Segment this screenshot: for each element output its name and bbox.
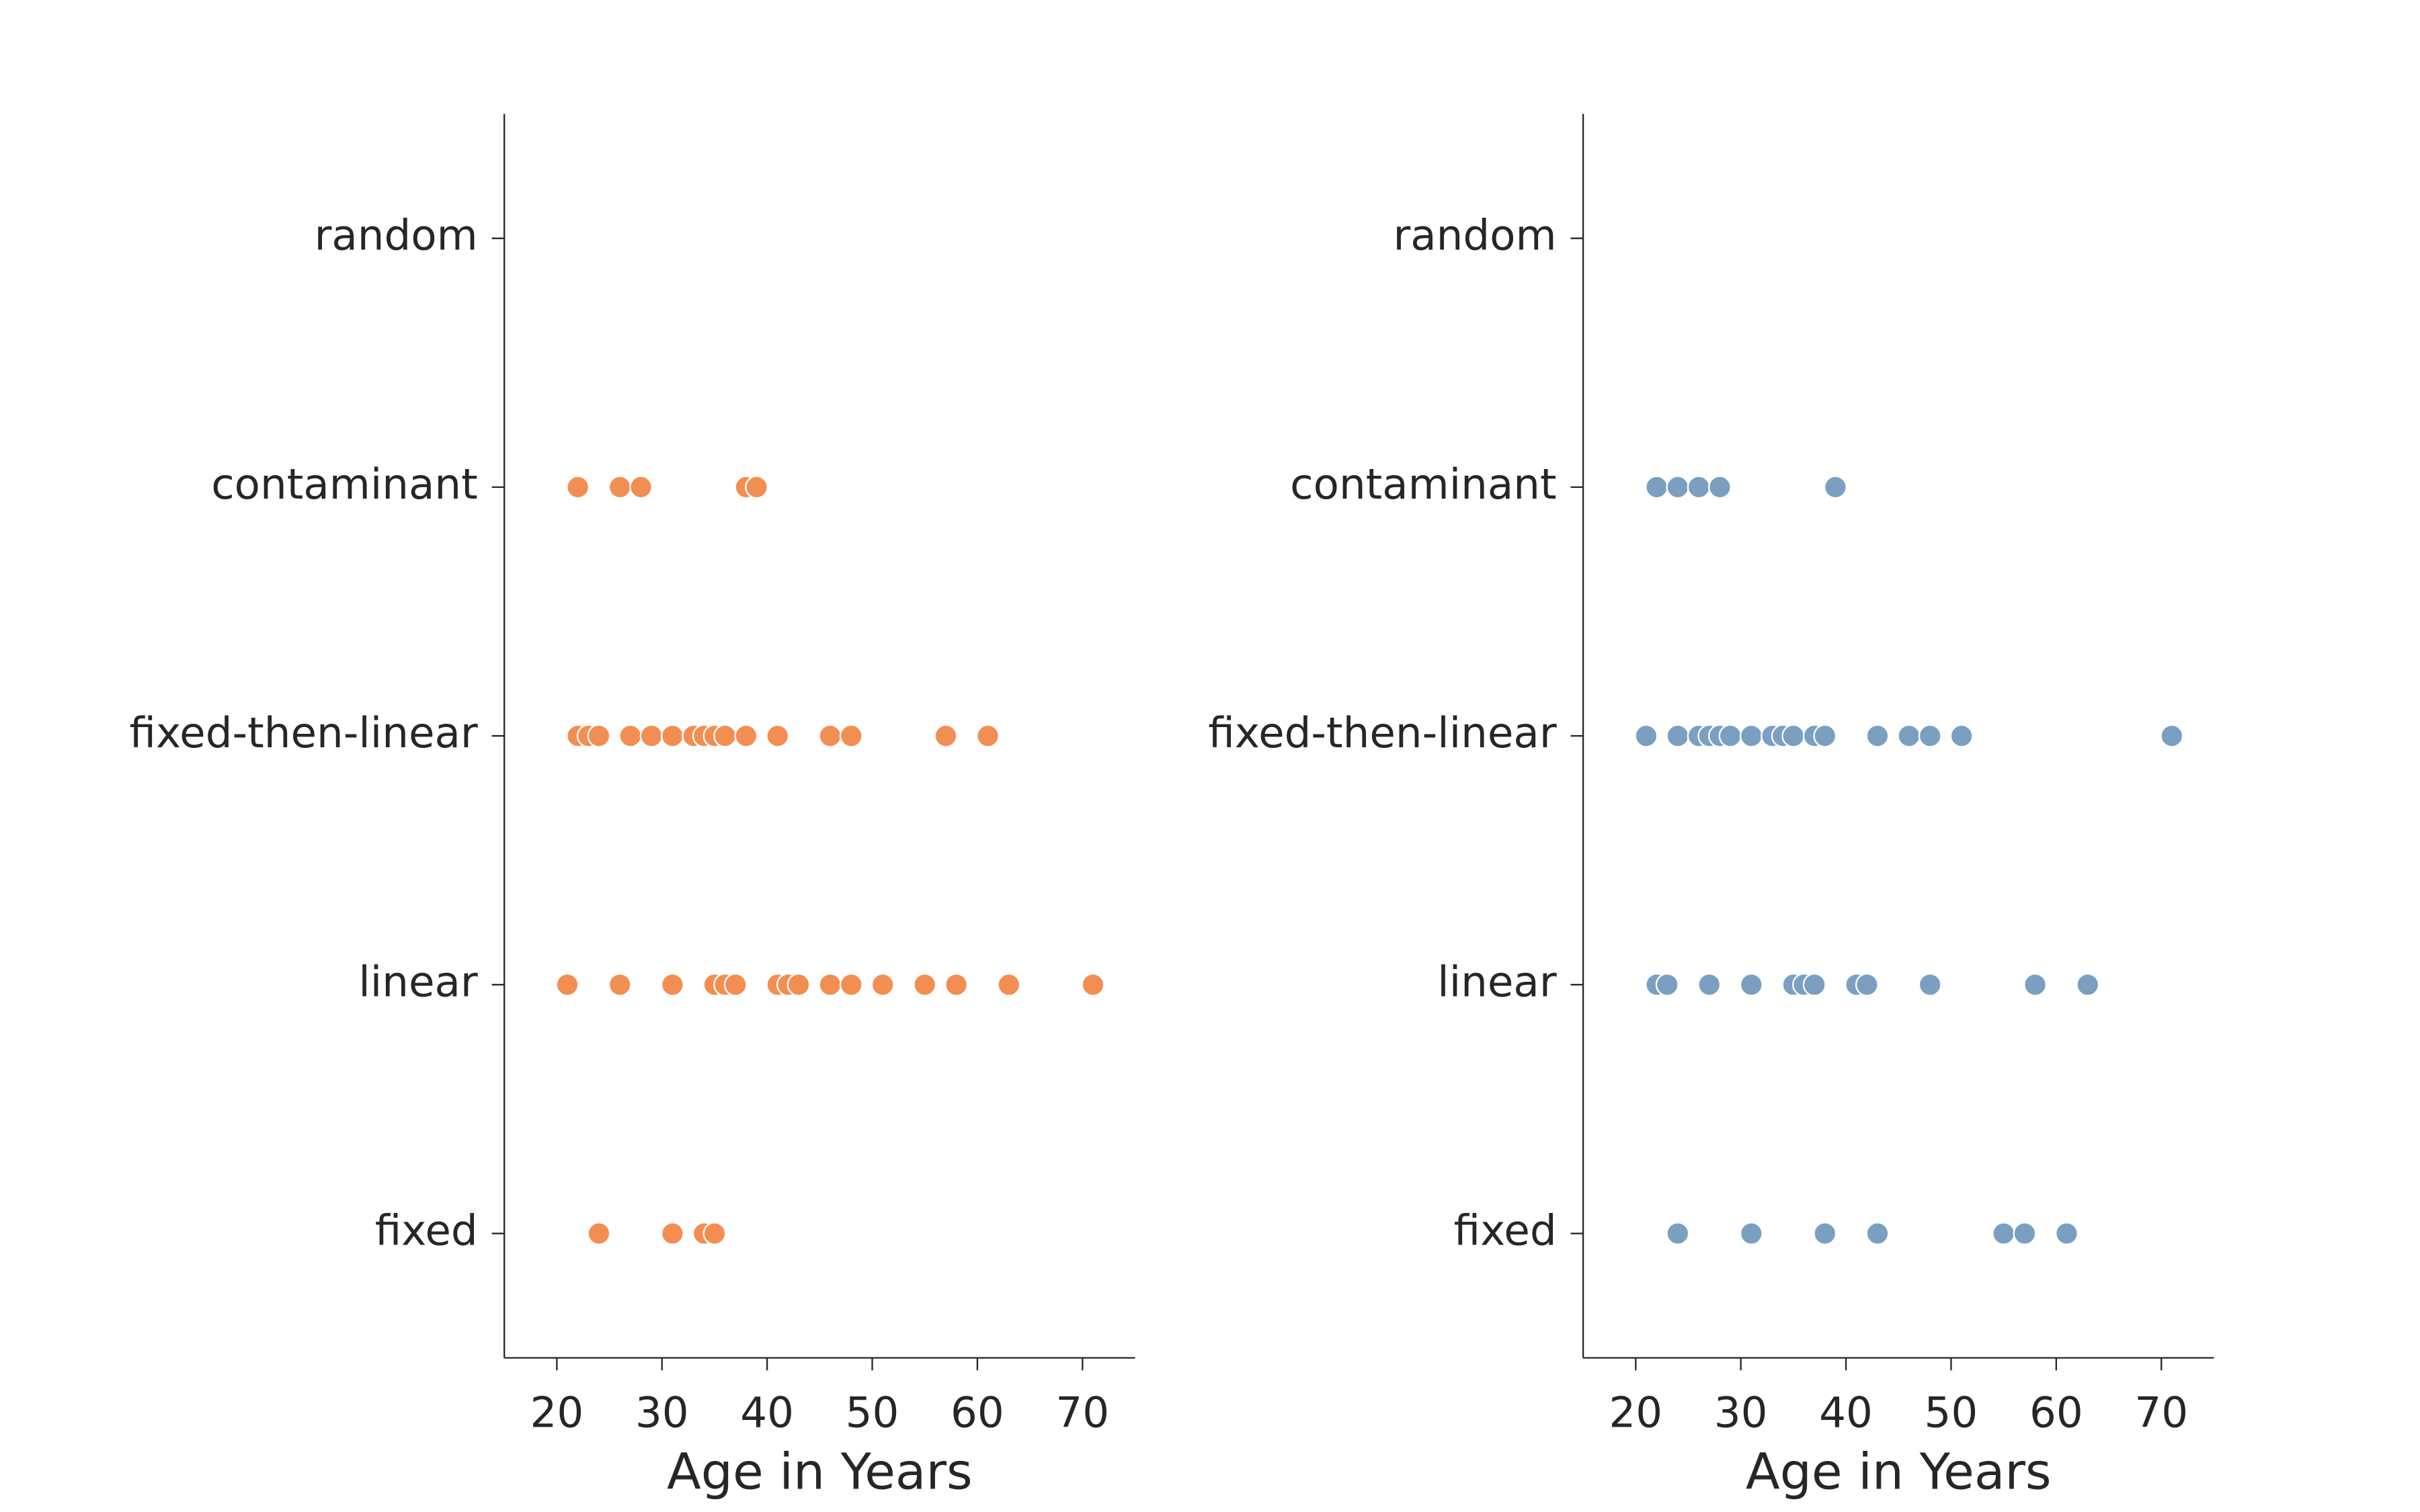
- x-tick-label: 50: [1925, 1388, 1978, 1437]
- point: [1865, 1222, 1890, 1245]
- point: [818, 972, 842, 997]
- point: [766, 724, 790, 748]
- y-tick-label: fixed: [1454, 1206, 1557, 1255]
- point: [1707, 475, 1732, 499]
- point: [2023, 972, 2047, 997]
- point: [1897, 724, 1921, 748]
- y-tick-label: contaminant: [211, 460, 477, 509]
- x-tick-label: 70: [2134, 1388, 2188, 1437]
- point: [1655, 972, 1679, 997]
- point: [587, 1222, 611, 1245]
- x-tick-label: 50: [846, 1388, 899, 1437]
- point: [660, 1222, 684, 1245]
- point: [608, 972, 632, 997]
- point: [1949, 724, 1974, 748]
- point: [976, 724, 1000, 748]
- point: [1992, 1222, 2016, 1245]
- point: [1666, 1222, 1690, 1245]
- point: [944, 972, 969, 997]
- point: [1081, 972, 1105, 997]
- y-tick-label: random: [1393, 211, 1556, 260]
- x-tick-label: 20: [1609, 1388, 1662, 1437]
- point: [1781, 724, 1806, 748]
- y-tick-label: fixed-then-linear: [130, 708, 478, 757]
- point: [1645, 475, 1668, 499]
- point: [1865, 724, 1890, 748]
- point: [787, 972, 811, 997]
- point: [1813, 724, 1837, 748]
- y-tick-label: linear: [1437, 957, 1557, 1006]
- point: [934, 724, 958, 748]
- point: [660, 972, 684, 997]
- point: [1855, 972, 1879, 997]
- point: [702, 1222, 727, 1245]
- x-tick-label: 30: [635, 1388, 689, 1437]
- x-tick-label: 40: [740, 1388, 794, 1437]
- point: [1918, 724, 1942, 748]
- point: [629, 475, 653, 499]
- y-tick-label: contaminant: [1290, 460, 1556, 509]
- x-tick-label: 30: [1714, 1388, 1768, 1437]
- point: [555, 972, 579, 997]
- point: [1739, 1222, 1763, 1245]
- point: [723, 972, 748, 997]
- point: [2013, 1222, 2037, 1245]
- point: [1666, 475, 1690, 499]
- point: [2055, 1222, 2079, 1245]
- point: [1634, 724, 1658, 748]
- point: [1824, 475, 1847, 499]
- point: [566, 475, 590, 499]
- point: [913, 972, 937, 997]
- point: [839, 724, 863, 748]
- point: [608, 475, 632, 499]
- y-tick-label: random: [315, 211, 478, 260]
- x-tick-label: 20: [530, 1388, 583, 1437]
- point: [1813, 1222, 1837, 1245]
- point: [1697, 972, 1722, 997]
- x-axis-label: Age in Years: [667, 1442, 973, 1501]
- point: [1918, 972, 1942, 997]
- x-tick-label: 60: [2029, 1388, 2083, 1437]
- point: [818, 724, 842, 748]
- x-axis-label: Age in Years: [1746, 1442, 2052, 1501]
- point: [1739, 972, 1763, 997]
- point: [618, 724, 643, 748]
- point: [1718, 724, 1742, 748]
- x-tick-label: 70: [1055, 1388, 1109, 1437]
- point: [1739, 724, 1763, 748]
- y-tick-label: fixed: [375, 1206, 478, 1255]
- x-tick-label: 60: [951, 1388, 1004, 1437]
- y-tick-label: linear: [358, 957, 478, 1006]
- point: [839, 972, 863, 997]
- point: [2160, 724, 2184, 748]
- point: [713, 724, 737, 748]
- point: [997, 972, 1021, 997]
- x-tick-label: 40: [1819, 1388, 1873, 1437]
- point: [1802, 972, 1826, 997]
- point: [639, 724, 663, 748]
- point: [587, 724, 611, 748]
- point: [2076, 972, 2100, 997]
- point: [1666, 724, 1690, 748]
- point: [734, 724, 758, 748]
- point: [660, 724, 684, 748]
- point: [745, 475, 768, 499]
- y-tick-label: fixed-then-linear: [1208, 708, 1556, 757]
- point: [871, 972, 895, 997]
- point: [1687, 475, 1711, 499]
